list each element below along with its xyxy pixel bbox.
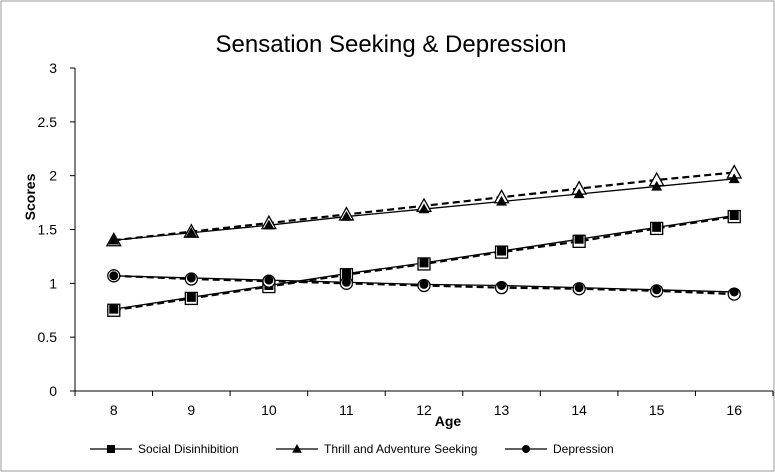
x-axis-label: Age [435, 413, 462, 429]
y-tick-label: 0 [49, 383, 57, 399]
data-point [574, 283, 584, 293]
data-point [186, 273, 196, 283]
data-point [652, 222, 662, 232]
data-point [729, 287, 739, 297]
series-thrill-and-adventure-seeking [105, 164, 743, 247]
data-point [497, 280, 507, 290]
data-point [728, 173, 740, 184]
data-point [185, 227, 197, 237]
data-point [108, 234, 120, 245]
legend-label: Thrill and Adventure Seeking [324, 442, 477, 456]
y-axis-label: Scores [22, 173, 38, 220]
x-tick-label: 15 [649, 402, 665, 418]
legend-item-depression: Depression [505, 442, 614, 456]
data-point [419, 279, 429, 289]
x-tick-label: 8 [110, 402, 118, 418]
series-depression [107, 269, 741, 301]
data-point [109, 304, 119, 314]
chart-title: Sensation Seeking & Depression [216, 31, 567, 58]
data-point [497, 246, 507, 256]
data-point [574, 234, 584, 244]
y-tick-label: 1 [49, 275, 57, 291]
legend-label: Depression [553, 442, 614, 456]
data-point [419, 258, 429, 268]
x-tick-label: 14 [571, 402, 587, 418]
y-tick-label: 2.5 [38, 114, 58, 130]
legend: Social Disinhibition Thrill and Adventure… [90, 442, 614, 456]
y-tick-label: 3 [49, 60, 57, 76]
axes: 0 0.5 1 1.5 2 2.5 3 8 9 10 11 12 13 14 15 16 [38, 60, 774, 418]
data-point [729, 211, 739, 221]
data-point [651, 180, 663, 191]
series-layer [105, 164, 743, 317]
data-point [341, 269, 351, 279]
x-tick-label: 10 [261, 402, 277, 418]
data-point [264, 275, 274, 285]
x-tick-label: 11 [339, 402, 354, 418]
y-tick-label: 0.5 [38, 329, 58, 345]
data-point [186, 292, 196, 302]
legend-marker [292, 443, 302, 453]
legend-item-social-disinhibition: Social Disinhibition [90, 442, 239, 456]
data-point [418, 203, 430, 214]
legend-marker [107, 445, 115, 453]
y-tick-label: 1.5 [38, 222, 58, 238]
y-tick-label: 2 [49, 168, 57, 184]
x-tick-label: 12 [416, 402, 432, 418]
x-tick-label: 9 [187, 402, 195, 418]
data-point [109, 271, 119, 281]
legend-label: Social Disinhibition [138, 442, 239, 456]
data-point [263, 219, 275, 230]
legend-marker [522, 445, 530, 453]
x-tick-label: 13 [494, 402, 510, 418]
data-point [340, 210, 352, 221]
data-point [341, 277, 351, 287]
data-point [573, 188, 585, 199]
x-tick-label: 16 [726, 402, 742, 418]
data-point [496, 195, 508, 206]
data-point [652, 285, 662, 295]
legend-item-thrill-and-adventure-seeking: Thrill and Adventure Seeking [276, 442, 477, 456]
